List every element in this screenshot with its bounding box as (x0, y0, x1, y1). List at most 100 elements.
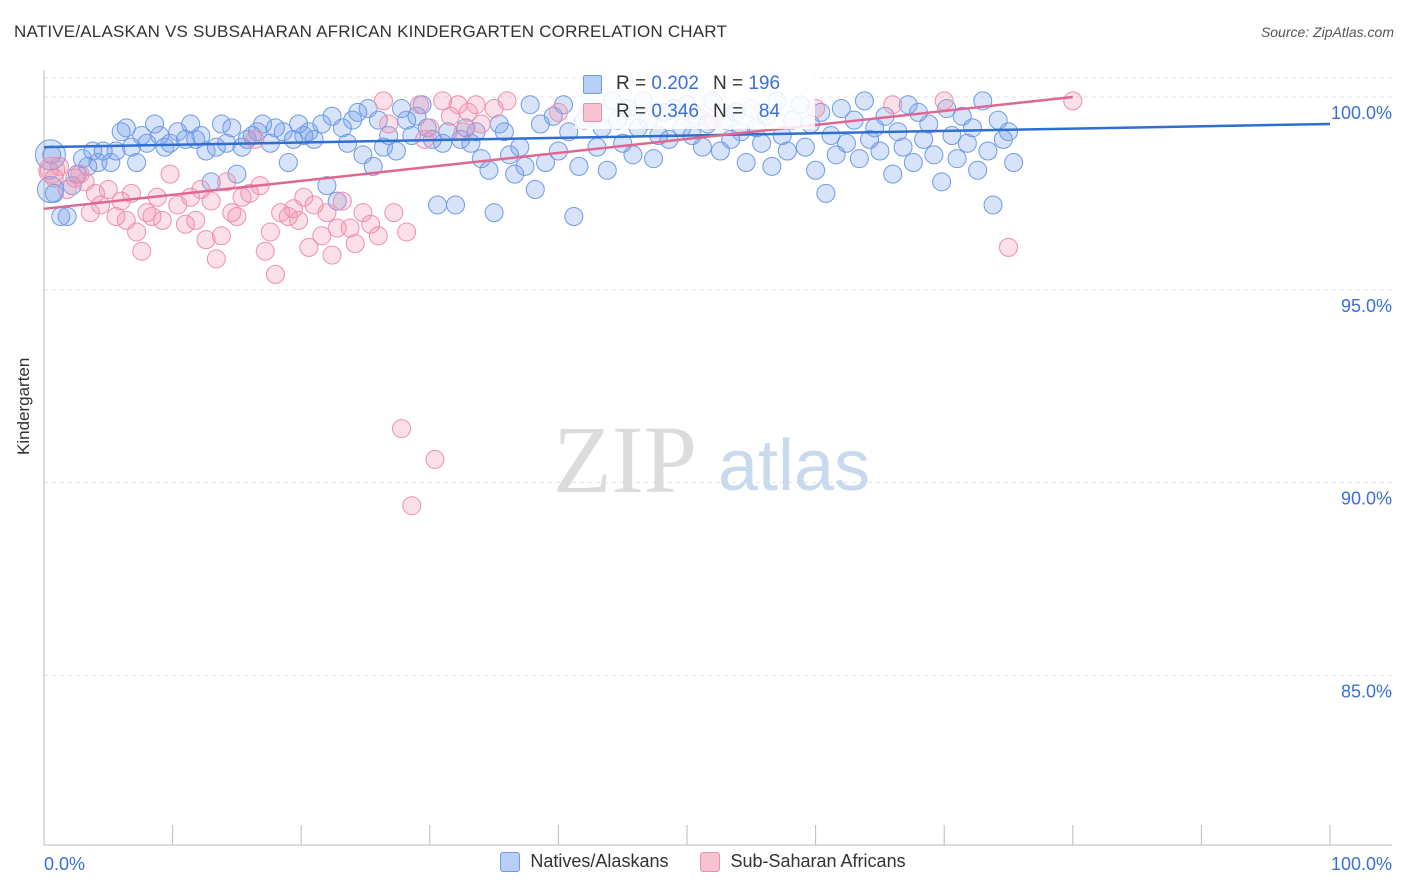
point-natives (428, 195, 448, 215)
point-natives (1004, 153, 1024, 173)
point-natives (101, 153, 121, 173)
point-natives (484, 203, 504, 223)
point-africans (440, 106, 460, 126)
point-natives (348, 102, 368, 122)
point-natives (363, 156, 383, 176)
point-africans (299, 237, 319, 257)
point-natives (999, 122, 1018, 142)
point-africans (433, 91, 453, 111)
stats-n-label: N = (712, 101, 744, 122)
stats-n-label: N = (712, 73, 744, 94)
point-africans (410, 95, 430, 115)
point-natives (978, 141, 998, 161)
point-natives (494, 122, 514, 142)
point-africans (240, 183, 260, 203)
point-natives (253, 114, 273, 134)
x-ticks (43, 825, 1331, 845)
point-natives (736, 153, 756, 173)
point-africans (294, 187, 314, 207)
point-africans (317, 203, 337, 223)
point-natives (893, 137, 913, 157)
point-natives (386, 141, 406, 161)
y-tick-labels: 85.0% 90.0% 95.0% 100.0% (1331, 103, 1392, 701)
point-africans (186, 210, 206, 230)
stats-swatch-natives (583, 74, 602, 94)
point-natives (78, 156, 98, 176)
legend-item-natives[interactable]: Natives/Alaskans (500, 851, 668, 872)
point-africans (361, 214, 381, 234)
point-natives (294, 126, 314, 146)
point-africans (453, 122, 473, 142)
point-africans (934, 91, 954, 111)
point-natives (515, 156, 535, 176)
point-natives (777, 141, 797, 161)
point-natives (957, 133, 977, 153)
stats-box: R = 0.202 N = 196 R = 0.346 N = 84 (575, 67, 815, 129)
point-africans (999, 237, 1018, 257)
source-label: Source: ZipAtlas.com (1260, 24, 1394, 40)
point-natives (947, 149, 967, 169)
point-africans (322, 245, 342, 265)
stats-swatch-africans (583, 102, 602, 122)
legend-item-africans[interactable]: Sub-Saharan Africans (700, 851, 906, 872)
point-natives (471, 149, 491, 169)
point-natives (289, 114, 309, 134)
point-natives (222, 118, 242, 138)
point-africans (160, 164, 180, 184)
point-natives (854, 91, 874, 111)
point-africans (392, 419, 412, 439)
point-natives (564, 207, 584, 227)
point-natives (831, 99, 851, 119)
point-natives (983, 195, 1003, 215)
stats-r-label: R = (616, 101, 647, 122)
point-natives (446, 195, 466, 215)
y-tick-label: 85.0% (1341, 681, 1392, 701)
x-tick-labels: 0.0% 100.0% (44, 854, 1392, 874)
point-natives (762, 156, 782, 176)
point-natives (816, 183, 836, 203)
point-natives (312, 114, 332, 134)
point-natives (559, 122, 579, 142)
point-natives (116, 118, 136, 138)
point-natives (597, 160, 617, 180)
point-natives (392, 99, 412, 119)
point-africans (353, 203, 373, 223)
point-africans (206, 249, 226, 269)
legend: Natives/Alaskans Sub-Saharan Africans (0, 851, 1406, 872)
stats-r-value: 0.202 (651, 73, 699, 94)
point-africans (312, 226, 332, 246)
stats-r-value: 0.346 (651, 101, 699, 122)
point-natives (304, 129, 324, 149)
stats-r-label: R = (616, 73, 647, 94)
point-natives (479, 160, 499, 180)
point-africans (106, 207, 126, 227)
point-natives (317, 176, 337, 196)
point-africans (227, 207, 247, 227)
point-natives (795, 137, 815, 157)
legend-swatch-natives (500, 851, 521, 872)
trend-line-natives (43, 122, 1331, 149)
point-africans (137, 203, 157, 223)
legend-label-natives: Natives/Alaskans (530, 851, 669, 871)
x-tick-label-max: 100.0% (1331, 854, 1392, 874)
point-africans (384, 203, 404, 223)
point-africans (127, 222, 147, 242)
point-natives (924, 145, 944, 165)
point-africans (201, 191, 221, 211)
point-africans (340, 218, 360, 238)
point-natives (883, 164, 903, 184)
point-natives (127, 153, 147, 173)
point-africans (471, 114, 491, 134)
point-africans (332, 191, 352, 211)
point-natives (155, 137, 175, 157)
point-natives (525, 180, 545, 200)
point-africans (466, 95, 486, 115)
point-natives (337, 133, 357, 153)
point-africans (265, 264, 285, 284)
point-natives (374, 137, 394, 157)
point-africans (217, 172, 237, 192)
chart-title: NATIVE/ALASKAN VS SUBSAHARAN AFRICAN KIN… (14, 22, 728, 41)
y-tick-label: 95.0% (1341, 296, 1392, 316)
point-africans (402, 496, 422, 516)
point-africans (397, 222, 417, 242)
